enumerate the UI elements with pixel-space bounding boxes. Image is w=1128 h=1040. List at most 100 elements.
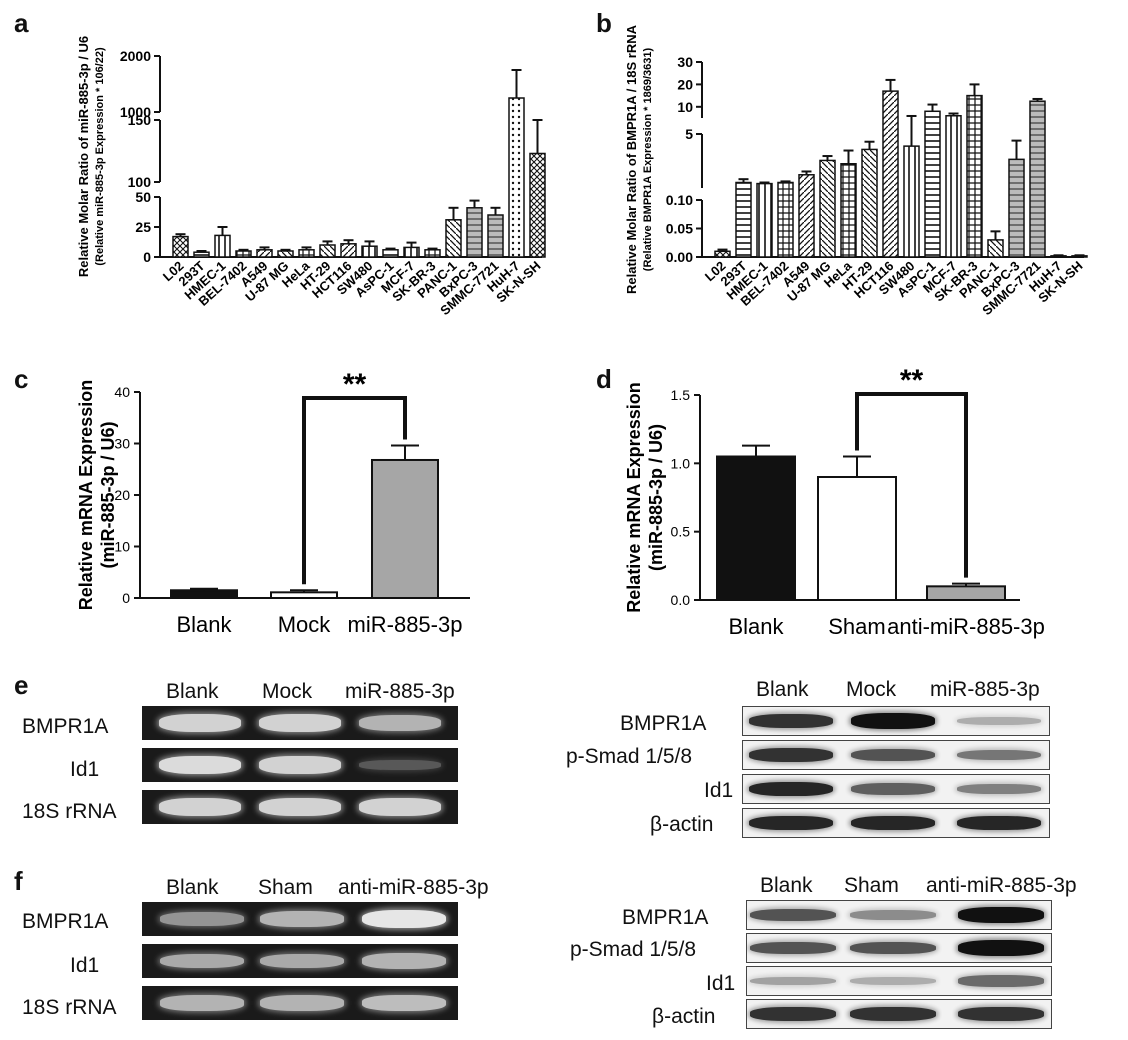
f-wb-band: [850, 910, 936, 920]
e-gel-row-1: [142, 748, 458, 782]
e-gel-lane-mock: Mock: [262, 680, 313, 703]
d-ylabel: Relative mRNA Expression: [624, 382, 644, 612]
a-ytick-label: 2000: [120, 48, 151, 64]
b-ytick-label: 20: [677, 76, 693, 92]
d-xtick-label: anti-miR-885-3p: [887, 614, 1045, 639]
e-wb-band: [957, 815, 1041, 831]
panel-label-a: a: [14, 8, 29, 38]
e-gel-band: [359, 798, 441, 816]
c-bar-0: [170, 589, 238, 600]
e-gel-row-2: [142, 790, 458, 824]
e-gel-row-18s: 18S rRNA: [22, 800, 117, 823]
f-gel-band: [362, 953, 446, 969]
f-gel-lane-anti: anti-miR-885-3p: [338, 876, 489, 899]
d-ytick-label: 1.5: [671, 387, 691, 403]
a-bar: [319, 244, 336, 258]
panel-label-d: d: [596, 364, 612, 394]
e-gel-row-id1: Id1: [70, 758, 100, 781]
e-wb-band: [749, 714, 833, 728]
b-bar: [861, 148, 878, 258]
c-significance-label: **: [343, 368, 367, 401]
a-ytick-label: 25: [135, 219, 151, 235]
f-wb-row-bmpr1a: BMPR1A: [622, 906, 709, 929]
c-bar-2: [371, 458, 439, 600]
a-ylabel-group: Relative Molar Ratio of miR-885-3p / U6(…: [76, 36, 106, 277]
a-bar: [424, 249, 441, 258]
f-wb-band: [958, 940, 1044, 956]
c-ytick-label: 10: [114, 539, 130, 555]
panel-label-b: b: [596, 8, 612, 38]
e-wb-row-psmad: p-Smad 1/5/8: [566, 745, 693, 768]
d-bar-0: [716, 455, 796, 601]
f-wb-row-actin: β-actin: [652, 1005, 716, 1028]
f-gel-band: [362, 995, 446, 1011]
e-gel-band: [159, 714, 241, 732]
f-wb-row-id1: Id1: [706, 972, 736, 995]
a-bar: [256, 249, 273, 258]
c-bar-1: [270, 591, 338, 600]
f-wb-band: [750, 976, 836, 986]
c-xtick-label: Mock: [278, 612, 332, 637]
b-bar: [882, 90, 899, 258]
f-gel-lane-sham: Sham: [258, 876, 313, 899]
f-gel-band: [260, 995, 344, 1011]
f-wb-band: [958, 975, 1044, 987]
d-ylabel-group: Relative mRNA Expression (miR-885-3p / U6…: [624, 382, 666, 612]
b-bar: [924, 110, 941, 258]
d-xtick-label: Sham: [828, 614, 885, 639]
e-wb-lane-blank: Blank: [756, 678, 809, 701]
e-wb-band: [749, 815, 833, 831]
e-wb-row-3: [742, 808, 1050, 838]
b-bar: [1029, 100, 1046, 258]
a-bar: [277, 250, 294, 258]
d-bar-2: [926, 585, 1006, 601]
e-wb-lane-mir: miR-885-3p: [930, 678, 1040, 701]
f-gel-row-18s: 18S rRNA: [22, 996, 117, 1019]
c-ytick-label: 40: [114, 384, 130, 400]
b-bar: [819, 159, 836, 258]
a-bar: [445, 219, 462, 258]
f-wb-lane-blank: Blank: [760, 874, 813, 897]
a-bar: [403, 246, 420, 258]
a-bar: [193, 251, 210, 258]
panel-label-f: f: [14, 866, 23, 896]
f-wb-band: [750, 908, 836, 922]
d-ytick-label: 0.5: [671, 524, 691, 540]
a-ytick-label: 150: [128, 112, 152, 128]
a-ytick-label: 1000: [120, 104, 151, 120]
e-gel-band: [259, 714, 341, 732]
b-ylabel-sub: (Relative BMPR1A Expression * 1869/3631): [642, 47, 654, 271]
f-wb-band: [958, 1007, 1044, 1021]
b-ytick-label: 0.05: [666, 221, 693, 237]
panel-label-c: c: [14, 364, 29, 394]
a-bar: [340, 243, 357, 258]
c-significance-bracket: [302, 396, 407, 585]
e-wb-band: [749, 781, 833, 797]
f-gel-row-1: [142, 944, 458, 978]
e-wb-lane-mock: Mock: [846, 678, 897, 701]
d-significance-bracket: [855, 392, 968, 578]
a-bar: [235, 250, 252, 258]
e-gel-band: [259, 798, 341, 816]
f-gel-band: [362, 909, 446, 929]
a-bar: [298, 249, 315, 258]
e-wb-band: [851, 713, 935, 729]
f-gel-row-id1: Id1: [70, 954, 100, 977]
a-bar: [361, 245, 378, 258]
f-gel-band: [260, 953, 344, 969]
f-wb-band: [750, 941, 836, 955]
c-ytick-label: 30: [114, 436, 130, 452]
e-wb-band: [851, 815, 935, 831]
d-significance-label: **: [900, 364, 924, 397]
e-wb-band: [851, 783, 935, 795]
e-wb-row-actin: β-actin: [650, 813, 714, 836]
b-bar: [714, 250, 731, 258]
a-ytick-label: 50: [135, 189, 151, 205]
b-bar: [756, 182, 773, 258]
e-gel-band: [159, 756, 241, 774]
e-gel-row-bmpr1a: BMPR1A: [22, 715, 109, 738]
e-wb-row-bmpr1a: BMPR1A: [620, 712, 707, 735]
e-wb-row-0: [742, 706, 1050, 736]
f-wb-row-0: [746, 900, 1052, 930]
e-gel-row-0: [142, 706, 458, 740]
